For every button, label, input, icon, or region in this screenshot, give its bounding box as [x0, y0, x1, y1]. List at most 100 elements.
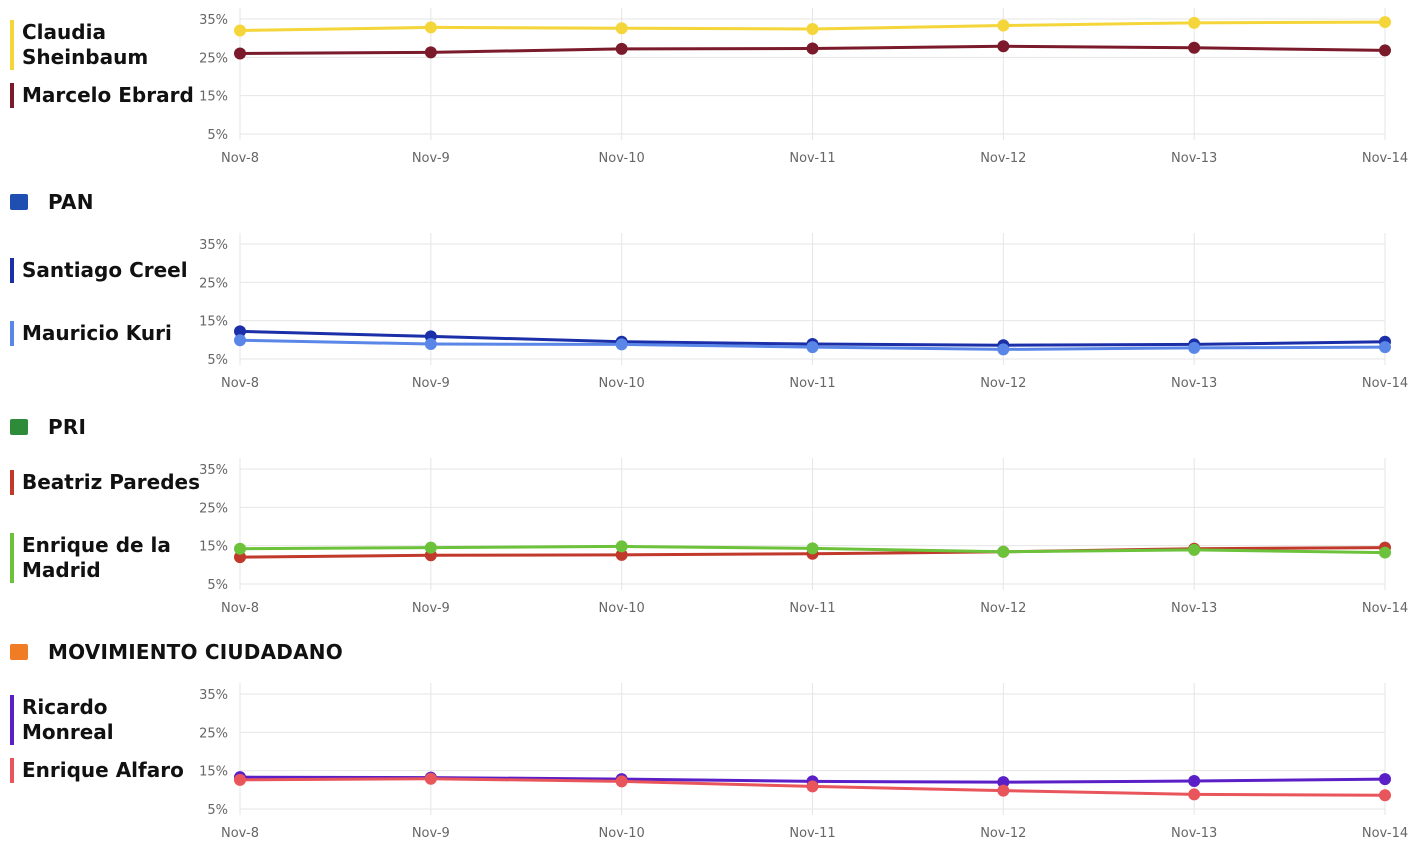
party-name: PRI: [48, 415, 87, 439]
x-tick-label: Nov-12: [980, 151, 1026, 166]
data-point: [1188, 788, 1201, 801]
data-point: [424, 549, 437, 562]
data-point: [1188, 775, 1201, 788]
party-name: MOVIMIENTO CIUDADANO: [48, 640, 343, 664]
data-point: [1379, 789, 1391, 802]
data-point: [615, 22, 628, 35]
legend-item: Ricardo Monreal: [10, 695, 202, 745]
data-point: [234, 24, 246, 37]
mc-logo-icon: [10, 644, 28, 660]
x-tick-label: Nov-12: [980, 376, 1026, 391]
data-point: [615, 335, 628, 348]
y-tick-label: 25%: [199, 51, 228, 66]
data-point: [997, 19, 1010, 32]
data-point: [234, 325, 246, 338]
data-point: [234, 47, 246, 60]
data-point: [615, 540, 628, 553]
pan-logo-icon: [10, 194, 28, 210]
data-point: [615, 548, 628, 561]
party-header: MOVIMIENTO CIUDADANO: [10, 640, 343, 664]
x-tick-label: Nov-10: [599, 151, 645, 166]
legend-item: Claudia Sheinbaum: [10, 20, 202, 70]
x-tick-label: Nov-11: [789, 826, 835, 841]
y-tick-label: 35%: [199, 688, 228, 703]
y-tick-label: 35%: [199, 13, 228, 28]
series-line: [239, 329, 1386, 347]
x-tick-label: Nov-13: [1171, 601, 1217, 616]
data-point: [424, 771, 437, 784]
x-tick-label: Nov-8: [221, 826, 259, 841]
data-point: [1188, 341, 1201, 354]
data-point: [806, 547, 819, 560]
party-header: PRI: [10, 415, 87, 439]
series-line: [239, 20, 1386, 32]
x-tick-label: Nov-12: [980, 601, 1026, 616]
data-point: [424, 338, 437, 351]
legend-item: Enrique Alfaro: [10, 758, 202, 783]
data-point: [615, 338, 628, 351]
series-line: [239, 546, 1386, 559]
data-point: [997, 545, 1010, 558]
legend-item: Marcelo Ebrard: [10, 83, 202, 108]
x-tick-label: Nov-11: [789, 151, 835, 166]
data-point: [234, 551, 246, 564]
legend-item: Enrique de la Madrid: [10, 533, 202, 583]
x-tick-label: Nov-14: [1362, 376, 1408, 391]
x-tick-label: Nov-12: [980, 826, 1026, 841]
x-tick-label: Nov-10: [599, 826, 645, 841]
series-line: [239, 338, 1386, 351]
data-point: [424, 541, 437, 554]
data-point: [806, 780, 819, 793]
x-tick-label: Nov-8: [221, 151, 259, 166]
data-point: [806, 42, 819, 55]
data-point: [234, 334, 246, 347]
legend-item: Santiago Creel: [10, 258, 202, 283]
y-tick-label: 25%: [199, 276, 228, 291]
data-point: [1379, 546, 1391, 559]
y-tick-label: 25%: [199, 501, 228, 516]
legend-item: Mauricio Kuri: [10, 321, 202, 346]
data-point: [424, 46, 437, 59]
data-point: [1188, 41, 1201, 54]
y-tick-label: 15%: [199, 540, 228, 555]
y-tick-label: 15%: [199, 315, 228, 330]
x-tick-label: Nov-11: [789, 601, 835, 616]
party-header: PAN: [10, 190, 94, 214]
data-point: [1379, 341, 1391, 354]
x-tick-label: Nov-8: [221, 601, 259, 616]
y-tick-label: 5%: [207, 353, 228, 368]
x-tick-label: Nov-13: [1171, 376, 1217, 391]
x-tick-label: Nov-14: [1362, 826, 1408, 841]
data-point: [806, 22, 819, 35]
data-point: [1379, 16, 1391, 29]
legend-item: Beatriz Paredes: [10, 470, 202, 495]
data-point: [1379, 773, 1391, 786]
series-line: [239, 775, 1386, 784]
x-tick-label: Nov-9: [412, 601, 450, 616]
series-line: [239, 544, 1386, 555]
data-point: [997, 343, 1010, 356]
y-tick-label: 5%: [207, 803, 228, 818]
party-name: PAN: [48, 190, 94, 214]
data-point: [615, 42, 628, 55]
series-line: [239, 777, 1386, 797]
data-point: [1188, 542, 1201, 555]
data-point: [1188, 543, 1201, 556]
pri-logo-icon: [10, 419, 28, 435]
data-point: [806, 542, 819, 555]
y-tick-label: 35%: [199, 463, 228, 478]
data-point: [234, 542, 246, 555]
data-point: [1188, 16, 1201, 29]
x-tick-label: Nov-10: [599, 376, 645, 391]
data-point: [1379, 44, 1391, 57]
data-point: [234, 773, 246, 786]
x-tick-label: Nov-11: [789, 376, 835, 391]
data-point: [424, 330, 437, 343]
data-point: [1379, 541, 1391, 554]
data-point: [997, 339, 1010, 352]
x-tick-label: Nov-8: [221, 376, 259, 391]
data-point: [997, 40, 1010, 53]
